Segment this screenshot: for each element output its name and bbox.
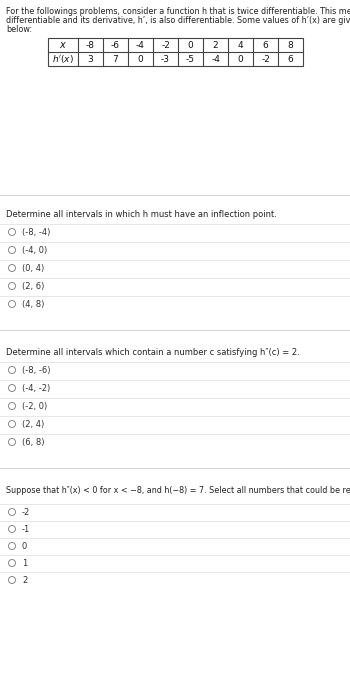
Circle shape: [8, 525, 15, 533]
Text: 0: 0: [238, 55, 243, 64]
Circle shape: [8, 265, 15, 272]
Text: -1: -1: [22, 525, 30, 534]
Text: Determine all intervals in which h must have an inflection point.: Determine all intervals in which h must …: [6, 210, 277, 219]
Text: 8: 8: [288, 40, 293, 49]
Text: $x$: $x$: [59, 40, 67, 50]
Text: 6: 6: [262, 40, 268, 49]
Text: (-2, 0): (-2, 0): [22, 402, 47, 411]
Circle shape: [8, 300, 15, 308]
Text: Determine all intervals which contain a number c satisfying h″(c) = 2.: Determine all intervals which contain a …: [6, 348, 300, 357]
Text: (-8, -6): (-8, -6): [22, 366, 50, 375]
Text: For the followings problems, consider a function h that is twice differentiable.: For the followings problems, consider a …: [6, 7, 350, 16]
Circle shape: [8, 542, 15, 549]
Text: -2: -2: [22, 508, 30, 517]
Circle shape: [8, 282, 15, 289]
Text: (-4, 0): (-4, 0): [22, 246, 47, 255]
Text: 3: 3: [88, 55, 93, 64]
Text: 6: 6: [288, 55, 293, 64]
Circle shape: [8, 367, 15, 373]
Bar: [48, 38, 303, 66]
Circle shape: [8, 421, 15, 428]
Text: 0: 0: [138, 55, 144, 64]
Text: -6: -6: [111, 40, 120, 49]
Circle shape: [8, 384, 15, 391]
Circle shape: [8, 560, 15, 566]
Circle shape: [8, 508, 15, 516]
Text: differentiable and its derivative, h’, is also differentiable. Some values of h’: differentiable and its derivative, h’, i…: [6, 16, 350, 25]
Text: -2: -2: [161, 40, 170, 49]
Text: -5: -5: [186, 55, 195, 64]
Text: 1: 1: [22, 559, 27, 568]
Text: -8: -8: [86, 40, 95, 49]
Text: (2, 4): (2, 4): [22, 420, 44, 429]
Text: (0, 4): (0, 4): [22, 264, 44, 273]
Text: Suppose that h″(x) < 0 for x < −8, and h(−8) = 7. Select all numbers that could : Suppose that h″(x) < 0 for x < −8, and h…: [6, 486, 350, 495]
Text: (4, 8): (4, 8): [22, 300, 44, 309]
Text: 0: 0: [188, 40, 193, 49]
Text: (6, 8): (6, 8): [22, 438, 44, 447]
Text: 0: 0: [22, 542, 27, 551]
Text: -4: -4: [211, 55, 220, 64]
Circle shape: [8, 246, 15, 254]
Circle shape: [8, 228, 15, 235]
Text: below:: below:: [6, 25, 32, 34]
Text: 7: 7: [113, 55, 118, 64]
Circle shape: [8, 577, 15, 583]
Text: 2: 2: [22, 576, 27, 585]
Text: 4: 4: [238, 40, 243, 49]
Text: (2, 6): (2, 6): [22, 282, 44, 291]
Text: 2: 2: [213, 40, 218, 49]
Circle shape: [8, 402, 15, 410]
Text: -4: -4: [136, 40, 145, 49]
Text: (-4, -2): (-4, -2): [22, 384, 50, 393]
Text: $h'(x)$: $h'(x)$: [52, 53, 74, 65]
Text: -2: -2: [261, 55, 270, 64]
Text: (-8, -4): (-8, -4): [22, 228, 50, 237]
Text: -3: -3: [161, 55, 170, 64]
Circle shape: [8, 438, 15, 445]
